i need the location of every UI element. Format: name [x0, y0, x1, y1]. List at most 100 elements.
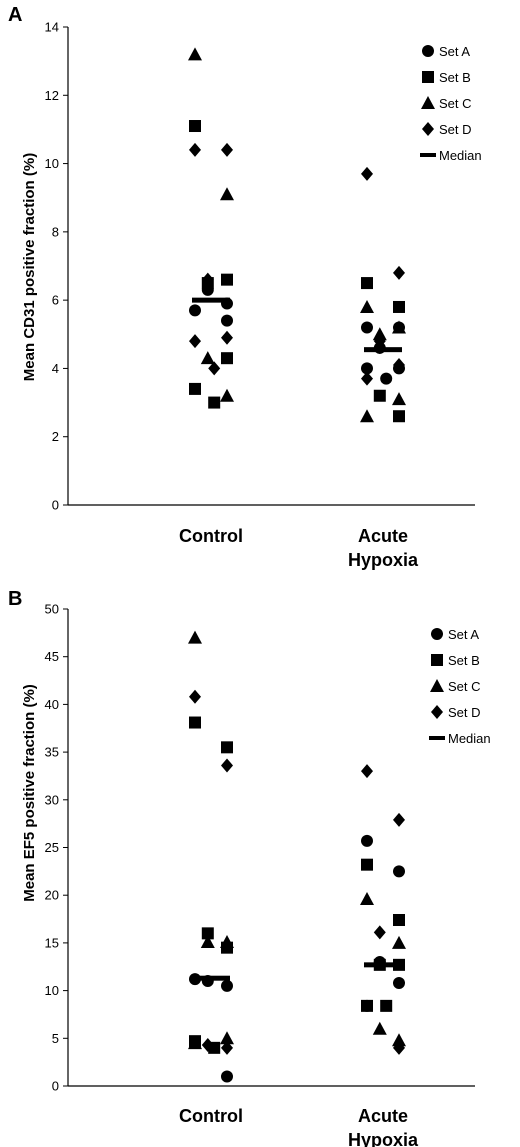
- point-set-d: [189, 334, 201, 349]
- legend-b: Set A Set B Set C Set D Median: [429, 627, 491, 746]
- axes-a: [67, 27, 475, 506]
- point-set-b: [393, 300, 405, 313]
- point-set-b: [361, 277, 373, 290]
- point-set-b: [221, 273, 233, 286]
- point-set-d: [208, 361, 221, 376]
- legend-label: Set A: [439, 44, 470, 59]
- point-set-c: [188, 1036, 202, 1050]
- legend-marker: [429, 736, 445, 740]
- point-set-d: [393, 265, 405, 280]
- panel-label-a: A: [8, 4, 22, 26]
- legend-label: Median: [439, 148, 482, 163]
- point-set-d: [373, 925, 386, 940]
- point-set-d: [393, 1040, 405, 1055]
- y-tick-label: 0: [52, 1079, 59, 1094]
- panel-label-b: B: [8, 588, 22, 610]
- point-set-c: [200, 934, 215, 948]
- legend-marker: [422, 122, 434, 136]
- y-tick-label: 4: [52, 361, 59, 376]
- point-set-a: [361, 321, 373, 334]
- point-set-d: [189, 689, 201, 704]
- point-set-a: [380, 372, 393, 385]
- point-set-a: [189, 304, 201, 317]
- y-tick-label: 10: [45, 156, 59, 171]
- y-tick-label: 35: [45, 745, 59, 760]
- point-set-b: [189, 716, 201, 729]
- median-bar: [192, 297, 230, 303]
- point-set-c: [188, 47, 202, 61]
- point-set-c: [392, 320, 406, 334]
- point-set-d: [201, 272, 214, 287]
- point-set-d: [361, 764, 373, 779]
- point-set-c: [220, 1031, 234, 1045]
- y-ticks-b: 0 5 10 15 20 25 30 35 40 45 50: [45, 602, 68, 1094]
- point-set-d: [221, 1040, 233, 1055]
- point-set-d: [373, 334, 386, 349]
- x-categories-a: Control Acute Hypoxia: [179, 526, 419, 570]
- point-set-b: [361, 858, 373, 871]
- axes-b: [67, 609, 475, 1087]
- legend-marker: [431, 628, 443, 640]
- y-tick-label: 25: [45, 840, 59, 855]
- point-set-a: [221, 979, 233, 992]
- legend-label: Set C: [439, 96, 472, 111]
- point-set-c: [360, 409, 374, 423]
- point-set-a: [361, 362, 373, 375]
- point-set-a: [221, 314, 233, 327]
- y-tick-label: 15: [45, 935, 59, 950]
- y-tick-label: 5: [52, 1031, 59, 1046]
- point-set-b: [393, 410, 405, 423]
- legend-label: Set D: [448, 705, 481, 720]
- point-set-d: [361, 166, 373, 181]
- point-set-b: [201, 927, 214, 940]
- y-tick-label: 0: [52, 498, 59, 513]
- legend-label: Set D: [439, 122, 472, 137]
- point-set-d: [393, 358, 405, 373]
- point-set-d: [221, 330, 233, 345]
- point-set-c: [392, 1033, 406, 1047]
- point-set-b: [380, 999, 393, 1012]
- point-set-b: [221, 352, 233, 365]
- point-set-b: [393, 914, 405, 927]
- y-tick-label: 10: [45, 983, 59, 998]
- y-tick-label: 2: [52, 429, 59, 444]
- point-set-b: [221, 741, 233, 754]
- point-set-b: [373, 389, 386, 402]
- y-tick-label: 14: [45, 20, 59, 35]
- point-set-c: [392, 392, 406, 406]
- point-set-c: [392, 935, 406, 949]
- point-set-d: [221, 142, 233, 157]
- legend-marker: [431, 654, 443, 666]
- chart-panel-b: B 0 5 10 15 20 25 30 35 40 45 50 Mean EF5 positive…: [8, 588, 491, 1147]
- legend-a: Set A Set B Set C Set D Median: [420, 44, 482, 163]
- point-set-a: [221, 1070, 233, 1083]
- point-set-c: [360, 299, 374, 313]
- point-set-c: [372, 327, 387, 341]
- point-set-c: [220, 934, 234, 948]
- point-set-d: [201, 1037, 214, 1052]
- median-bar: [364, 962, 402, 968]
- point-set-b: [361, 999, 373, 1012]
- point-set-a: [393, 976, 405, 989]
- legend-label: Set B: [448, 653, 480, 668]
- point-set-c: [360, 892, 374, 906]
- legend-label: Set A: [448, 627, 479, 642]
- y-ticks-a: 0 2 4 6 8 10 12 14: [45, 20, 68, 513]
- x-category-label: Acute: [358, 1106, 408, 1126]
- point-set-b: [189, 120, 201, 133]
- point-set-d: [189, 142, 201, 157]
- legend-marker: [420, 153, 436, 157]
- point-set-d: [361, 371, 373, 386]
- point-set-c: [220, 187, 234, 201]
- x-category-label: Control: [179, 1106, 243, 1126]
- point-set-c: [372, 1021, 387, 1035]
- median-bar: [192, 975, 230, 981]
- y-tick-label: 40: [45, 697, 59, 712]
- x-category-label: Hypoxia: [348, 1130, 419, 1147]
- legend-label: Set B: [439, 70, 471, 85]
- data-points-b: [188, 630, 406, 1083]
- point-set-c: [220, 388, 234, 402]
- data-points-a: [188, 47, 406, 423]
- point-set-b: [208, 396, 221, 409]
- x-category-label: Hypoxia: [348, 550, 419, 570]
